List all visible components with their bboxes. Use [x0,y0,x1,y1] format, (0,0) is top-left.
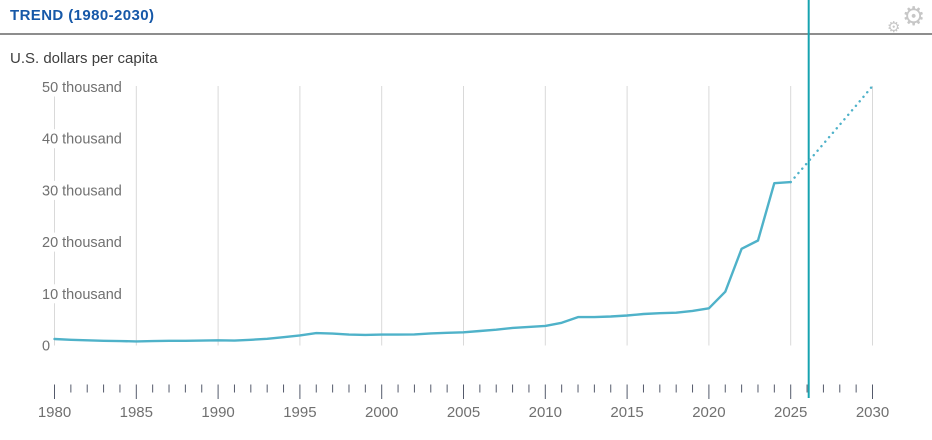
settings-button[interactable]: ⚙ ⚙ [880,0,926,36]
x-axis-label: 2030 [856,404,889,421]
x-axis-label: 1990 [201,404,234,421]
series-observed [53,180,792,343]
x-axis-label: 1980 [38,404,71,421]
gear-icon: ⚙ ⚙ [887,2,925,36]
svg-text:⚙: ⚙ [887,18,900,36]
data-series [53,84,874,343]
y-axis-label: 10 thousand [42,287,122,303]
x-axis-label: 2010 [529,404,562,421]
svg-text:⚙: ⚙ [902,2,925,32]
y-axis-label: 50 thousand [42,80,122,96]
y-axis-label: 30 thousand [42,183,122,199]
page-title: TREND (1980-2030) [10,7,155,24]
x-axis-labels: 1980 1985 1990 1995 2000 2005 2010 2015 2020 2025… [38,404,889,421]
x-axis-label: 2015 [610,404,643,421]
header-divider [0,33,932,35]
x-axis-label: 1985 [120,404,153,421]
y-axis-unit-label: U.S. dollars per capita [10,50,158,67]
y-axis-labels: 0 10 thousand 20 thousand 30 thousand 40 tho… [39,77,126,355]
y-axis-label: 40 thousand [42,132,122,148]
x-axis-label: 2020 [692,404,725,421]
x-axis-label: 2025 [774,404,807,421]
series-projection [789,84,874,184]
x-axis-label: 2000 [365,404,398,421]
x-axis-label: 1995 [283,404,316,421]
y-axis-label: 20 thousand [42,235,122,251]
x-axis-ticks [54,384,873,399]
y-axis-label: 0 [42,339,50,355]
vertical-gridlines [54,86,873,346]
x-axis-label: 2005 [447,404,480,421]
